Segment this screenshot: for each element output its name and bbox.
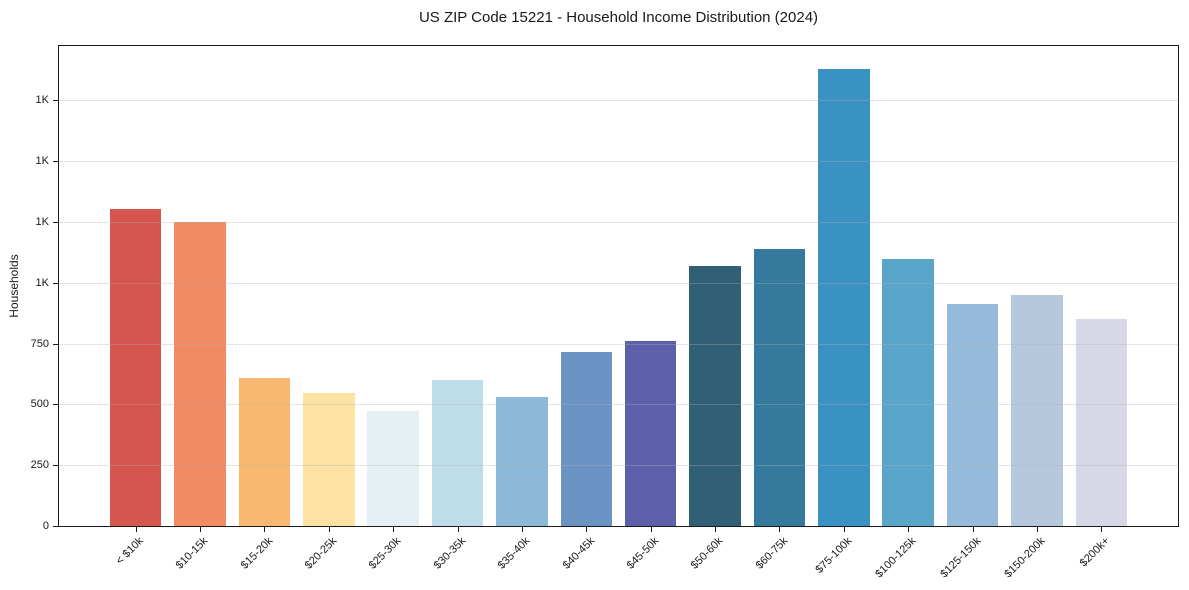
x-tick-label: $50-60k [688, 535, 726, 572]
x-tick-label: $75-100k [813, 535, 855, 576]
x-tick-label: $60-75k [753, 535, 790, 572]
x-tick-mark [715, 527, 717, 532]
y-tick-label: 1K [35, 276, 49, 289]
bar-25-30k [367, 410, 419, 526]
bar-150-200k [1011, 295, 1063, 526]
bar-15-20k [238, 377, 291, 526]
x-tick-label: $25-30k [367, 535, 404, 572]
plot-area [58, 45, 1179, 527]
y-tick-label: 750 [30, 337, 49, 350]
x-tick-label: $30-35k [431, 535, 469, 572]
bar-45-50k [624, 341, 677, 526]
gridline-1250 [59, 222, 1178, 224]
x-tick-label: $45-50k [624, 535, 662, 572]
x-tick-label: $15-20k [238, 535, 275, 572]
x-tick-label: $125-150k [937, 535, 984, 581]
bar-40-45k [560, 352, 613, 526]
x-tick-mark [972, 527, 974, 532]
bar-200k [1075, 319, 1128, 526]
x-tick-mark [200, 527, 201, 532]
bar-20-25k [303, 393, 355, 526]
y-tick-label: 250 [30, 459, 49, 472]
x-tick-mark [1101, 527, 1103, 532]
bar-75-100k [818, 68, 870, 526]
bar-30-35k [431, 380, 484, 526]
gridline-750 [59, 343, 1178, 345]
y-tick-mark [53, 465, 58, 467]
x-tick-label: $35-40k [495, 535, 533, 572]
y-tick-label: 1K [35, 216, 49, 229]
x-tick-mark [521, 527, 523, 532]
x-tick-label: $100-125k [873, 535, 919, 581]
y-tick-mark [53, 282, 58, 284]
y-tick-label: 500 [30, 398, 49, 411]
chart-title: US ZIP Code 15221 - Household Income Dis… [418, 9, 819, 26]
bar-35-40k [496, 397, 548, 526]
x-tick-mark [908, 527, 910, 532]
bar-60-75k [753, 248, 806, 526]
x-tick-label: $150-200k [1002, 535, 1048, 581]
y-tick-mark [53, 100, 58, 102]
gridline-1750 [59, 100, 1178, 102]
y-tick-mark [53, 161, 58, 163]
gridline-1000 [59, 282, 1178, 284]
x-tick-mark [843, 527, 845, 532]
x-tick-mark [135, 527, 137, 532]
x-tick-mark [586, 527, 588, 532]
gridline-500 [59, 404, 1178, 406]
x-tick-mark [264, 527, 266, 532]
y-tick-mark [53, 526, 58, 527]
y-tick-mark [53, 222, 58, 224]
x-tick-label: $10-15k [173, 535, 211, 572]
x-tick-label: < $10k [114, 535, 147, 568]
x-tick-label: $40-45k [560, 535, 597, 572]
bar-125-150k [946, 303, 999, 526]
y-tick-label: 1K [35, 155, 49, 168]
y-tick-label: 0 [42, 520, 49, 532]
bar-100-125k [882, 258, 934, 526]
y-tick-mark [53, 343, 58, 345]
x-tick-mark [1036, 527, 1038, 532]
x-tick-mark [779, 527, 781, 532]
x-tick-label: $20-25k [302, 535, 340, 572]
x-tick-mark [393, 527, 395, 532]
bar-10k [109, 208, 162, 526]
x-tick-mark [457, 527, 459, 532]
x-tick-mark [328, 527, 330, 532]
x-tick-mark [650, 527, 652, 532]
bar-50-60k [689, 265, 741, 526]
bar-10-15k [174, 222, 226, 526]
y-tick-mark [53, 404, 58, 406]
gridline-250 [59, 465, 1178, 467]
y-tick-label: 1K [35, 94, 49, 107]
x-tick-label: $200k+ [1077, 535, 1112, 570]
gridline-1500 [59, 161, 1178, 163]
